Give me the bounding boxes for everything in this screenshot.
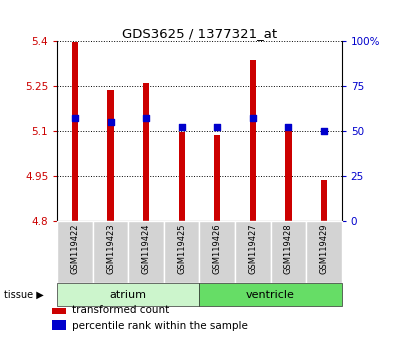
Bar bbox=[235, 221, 271, 283]
Bar bbox=[128, 221, 164, 283]
Bar bbox=[199, 283, 342, 306]
Text: percentile rank within the sample: percentile rank within the sample bbox=[72, 320, 248, 331]
Text: GSM119428: GSM119428 bbox=[284, 223, 293, 274]
Title: GDS3625 / 1377321_at: GDS3625 / 1377321_at bbox=[122, 27, 277, 40]
Bar bbox=[53, 305, 66, 314]
Bar bbox=[143, 83, 149, 221]
Bar bbox=[271, 221, 306, 283]
Text: GSM119426: GSM119426 bbox=[213, 223, 222, 274]
Bar bbox=[250, 60, 256, 221]
Point bbox=[321, 128, 327, 134]
Bar bbox=[285, 130, 292, 221]
Text: GSM119425: GSM119425 bbox=[177, 223, 186, 274]
Point bbox=[72, 115, 78, 121]
Text: atrium: atrium bbox=[110, 290, 147, 300]
Bar bbox=[57, 283, 199, 306]
Bar bbox=[53, 320, 66, 330]
Text: GSM119427: GSM119427 bbox=[248, 223, 257, 274]
Text: ventricle: ventricle bbox=[246, 290, 295, 300]
Bar bbox=[179, 132, 185, 221]
Bar bbox=[72, 42, 78, 221]
Bar bbox=[164, 221, 199, 283]
Bar bbox=[107, 90, 114, 221]
Text: transformed count: transformed count bbox=[72, 305, 169, 315]
Point bbox=[214, 125, 220, 130]
Bar bbox=[214, 135, 220, 221]
Text: tissue ▶: tissue ▶ bbox=[4, 290, 44, 300]
Bar bbox=[199, 221, 235, 283]
Bar bbox=[93, 221, 128, 283]
Text: GSM119422: GSM119422 bbox=[71, 223, 79, 274]
Point bbox=[179, 125, 185, 130]
Text: GSM119423: GSM119423 bbox=[106, 223, 115, 274]
Text: GSM119424: GSM119424 bbox=[142, 223, 150, 274]
Point bbox=[250, 115, 256, 121]
Bar bbox=[57, 221, 93, 283]
Point bbox=[107, 119, 114, 125]
Text: GSM119429: GSM119429 bbox=[320, 223, 328, 274]
Bar bbox=[306, 221, 342, 283]
Bar bbox=[321, 180, 327, 221]
Point bbox=[285, 125, 292, 130]
Point bbox=[143, 115, 149, 121]
